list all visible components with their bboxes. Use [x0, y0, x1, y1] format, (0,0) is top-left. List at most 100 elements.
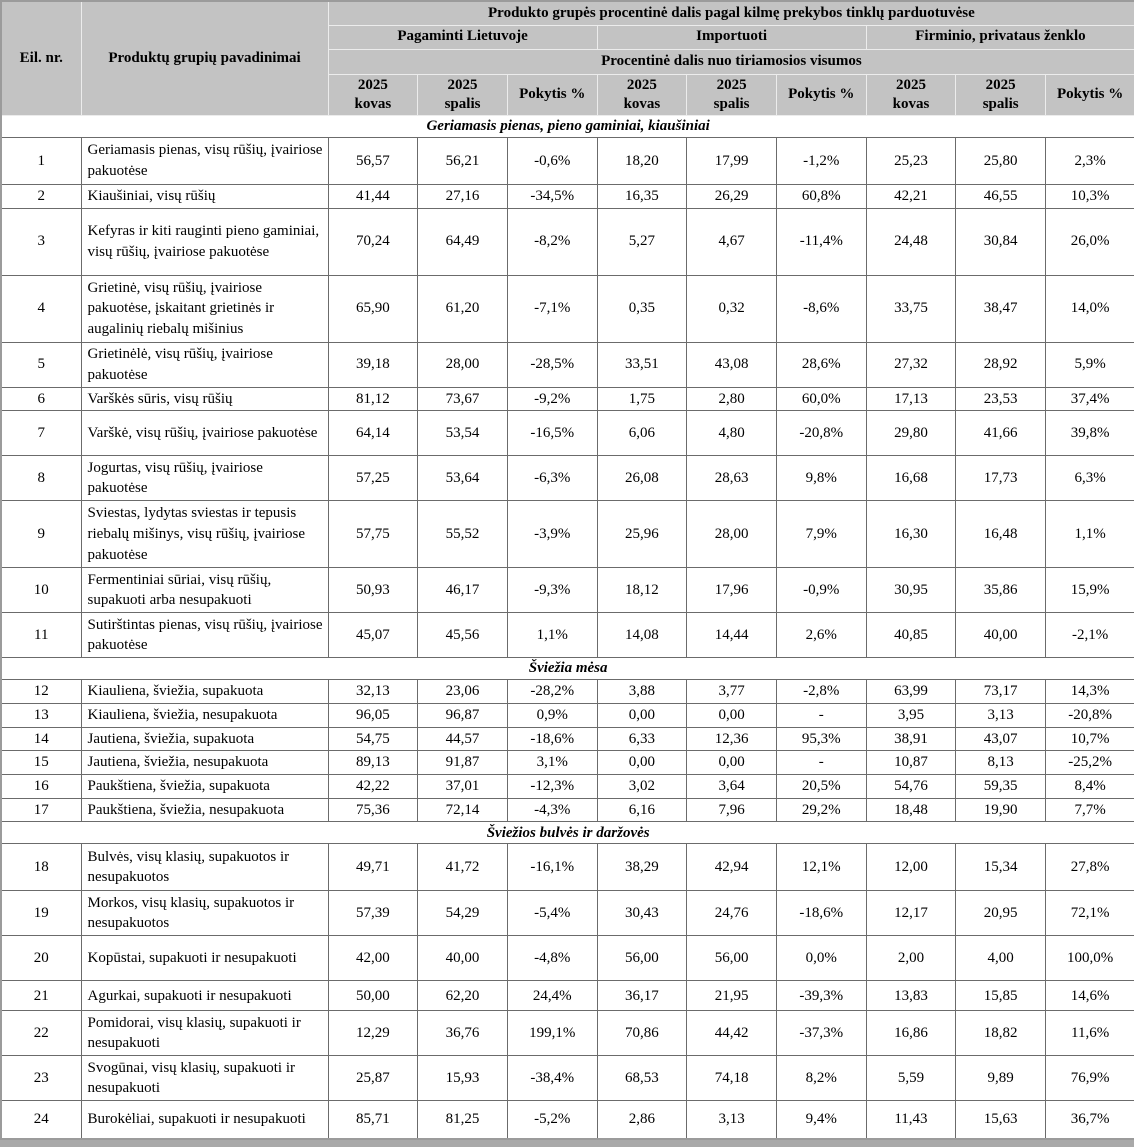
value-cell: 28,63	[687, 456, 777, 501]
value-cell: 20,95	[956, 891, 1046, 936]
value-cell: 26,0%	[1046, 208, 1134, 275]
value-cell: -4,3%	[507, 798, 597, 822]
product-group-name: Svogūnai, visų klasių, supakuoti ir nesu…	[81, 1056, 328, 1101]
value-cell: 3,95	[866, 703, 956, 727]
value-cell: 54,29	[418, 891, 508, 936]
row-number: 4	[1, 275, 81, 342]
row-number: 8	[1, 456, 81, 501]
value-cell: -28,2%	[507, 680, 597, 704]
value-cell: 30,84	[956, 208, 1046, 275]
value-cell: 46,55	[956, 184, 1046, 208]
value-cell: 9,8%	[776, 456, 866, 501]
value-cell: 43,07	[956, 727, 1046, 751]
value-cell: 199,1%	[507, 1011, 597, 1056]
value-cell: 5,9%	[1046, 342, 1134, 387]
period-month: spalis	[421, 95, 504, 114]
product-group-name: Kefyras ir kiti rauginti pieno gaminiai,…	[81, 208, 328, 275]
row-number: 12	[1, 680, 81, 704]
product-group-name: Kopūstai, supakuoti ir nesupakuoti	[81, 936, 328, 981]
table-row: 20 Kopūstai, supakuoti ir nesupakuoti 42…	[1, 936, 1134, 981]
value-cell: -8,2%	[507, 208, 597, 275]
value-cell: 33,75	[866, 275, 956, 342]
value-cell: 3,1%	[507, 751, 597, 775]
value-cell: 64,14	[328, 411, 418, 456]
product-group-name: Kiauliena, šviežia, supakuota	[81, 680, 328, 704]
value-cell: 20,5%	[776, 775, 866, 799]
value-cell: 0,35	[597, 275, 687, 342]
product-group-name: Varškės sūris, visų rūšių	[81, 387, 328, 411]
section-header-row: Šviežios bulvės ir daržovės	[1, 822, 1134, 844]
row-number: 16	[1, 775, 81, 799]
value-cell: 23,06	[418, 680, 508, 704]
value-cell: 56,57	[328, 137, 418, 184]
row-number: 10	[1, 568, 81, 613]
table-row: 7 Varškė, visų rūšių, įvairiose pakuotės…	[1, 411, 1134, 456]
value-cell: 27,32	[866, 342, 956, 387]
value-cell: 33,51	[597, 342, 687, 387]
value-cell: 12,00	[866, 844, 956, 891]
row-number: 13	[1, 703, 81, 727]
value-cell: 1,1%	[507, 613, 597, 658]
value-cell: 12,36	[687, 727, 777, 751]
value-cell: 15,93	[418, 1056, 508, 1101]
value-cell: 65,90	[328, 275, 418, 342]
value-cell: -0,6%	[507, 137, 597, 184]
value-cell: 70,86	[597, 1011, 687, 1056]
value-cell: -4,8%	[507, 936, 597, 981]
table-row: 24 Burokėliai, supakuoti ir nesupakuoti …	[1, 1101, 1134, 1139]
value-cell: 16,30	[866, 501, 956, 568]
section-title: Šviežios bulvės ir daržovės	[1, 822, 1134, 844]
value-cell: 17,96	[687, 568, 777, 613]
table-row: 1 Geriamasis pienas, visų rūšių, įvairio…	[1, 137, 1134, 184]
value-cell: 57,39	[328, 891, 418, 936]
product-group-name: Bulvės, visų klasių, supakuotos ir nesup…	[81, 844, 328, 891]
value-cell: 17,99	[687, 137, 777, 184]
value-cell: -8,6%	[776, 275, 866, 342]
value-cell: 62,20	[418, 981, 508, 1011]
product-group-name: Grietinė, visų rūšių, įvairiose pakuotės…	[81, 275, 328, 342]
value-cell: 53,54	[418, 411, 508, 456]
value-cell: -34,5%	[507, 184, 597, 208]
value-cell: 46,17	[418, 568, 508, 613]
value-cell: 42,94	[687, 844, 777, 891]
value-cell: 96,05	[328, 703, 418, 727]
value-cell: 3,64	[687, 775, 777, 799]
value-cell: 32,13	[328, 680, 418, 704]
value-cell: 25,87	[328, 1056, 418, 1101]
value-cell: 10,87	[866, 751, 956, 775]
value-cell: 0,00	[597, 703, 687, 727]
value-cell: 89,13	[328, 751, 418, 775]
value-cell: 91,87	[418, 751, 508, 775]
value-cell: 18,20	[597, 137, 687, 184]
bottom-gray-strip	[0, 1140, 1134, 1147]
row-number: 21	[1, 981, 81, 1011]
product-group-name: Pomidorai, visų klasių, supakuoti ir nes…	[81, 1011, 328, 1056]
value-cell: 23,53	[956, 387, 1046, 411]
value-cell: 25,80	[956, 137, 1046, 184]
value-cell: 43,08	[687, 342, 777, 387]
group-header-private-label: Firminio, privataus ženklo	[866, 25, 1134, 49]
value-cell: 15,9%	[1046, 568, 1134, 613]
period-year: 2025	[601, 76, 684, 95]
value-cell: -5,2%	[507, 1101, 597, 1139]
value-cell: -11,4%	[776, 208, 866, 275]
period-year: 2025	[690, 76, 773, 95]
value-cell: 16,86	[866, 1011, 956, 1056]
value-cell: -2,8%	[776, 680, 866, 704]
value-cell: -39,3%	[776, 981, 866, 1011]
value-cell: 10,3%	[1046, 184, 1134, 208]
value-cell: 64,49	[418, 208, 508, 275]
product-group-name: Grietinėlė, visų rūšių, įvairiose pakuot…	[81, 342, 328, 387]
value-cell: 76,9%	[1046, 1056, 1134, 1101]
value-cell: 57,75	[328, 501, 418, 568]
value-cell: 60,0%	[776, 387, 866, 411]
value-cell: 2,6%	[776, 613, 866, 658]
header-title-row: Eil. nr. Produktų grupių pavadinimai Pro…	[1, 1, 1134, 25]
table-row: 11 Sutirštintas pienas, visų rūšių, įvai…	[1, 613, 1134, 658]
value-cell: 96,87	[418, 703, 508, 727]
